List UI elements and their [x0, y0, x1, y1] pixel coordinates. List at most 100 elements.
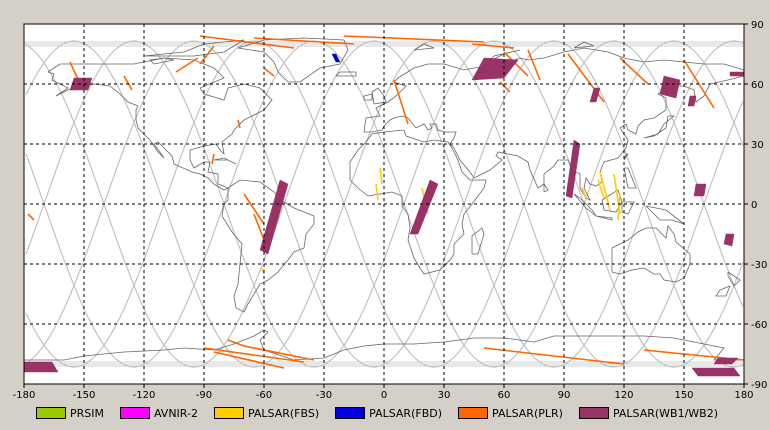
plr-footprint — [211, 153, 215, 165]
coastline — [623, 167, 637, 189]
plr-footprint — [527, 49, 541, 81]
coastline — [149, 57, 175, 65]
plr-footprint — [471, 43, 515, 49]
x-tick-label: 180 — [734, 390, 753, 400]
legend-swatch — [213, 407, 244, 419]
coastline — [237, 37, 349, 83]
legend-item: PALSAR(PLR) — [458, 407, 563, 420]
orbit-tracks — [24, 40, 744, 368]
coastline — [413, 43, 435, 51]
plr-footprint — [199, 45, 215, 65]
legend-item: PRSIM — [35, 406, 104, 420]
coastline — [573, 193, 597, 217]
x-tick-label: -60 — [256, 390, 272, 400]
x-tick-label: -150 — [73, 390, 96, 400]
y-tick-label: 90 — [751, 20, 764, 31]
coastline — [24, 329, 744, 361]
plr-footprint — [503, 51, 529, 77]
plr-footprint — [253, 213, 265, 241]
fbs-footprint — [375, 183, 379, 201]
legend: PRSIM AVNIR-2 PALSAR(FBS) PALSAR(FBD) PALSAR… — [0, 402, 770, 424]
plr-footprint — [199, 35, 295, 49]
fbd-footprint — [331, 53, 341, 63]
y-tick-label: -30 — [751, 260, 767, 271]
y-tick-label: 0 — [751, 200, 757, 211]
coastline — [573, 41, 595, 49]
fbs-footprint — [617, 193, 621, 221]
plr-footprint — [227, 339, 245, 347]
coastline — [213, 157, 237, 165]
wb-footprint — [259, 179, 289, 255]
x-tick-label: 0 — [381, 390, 387, 400]
coastline — [715, 285, 731, 297]
x-tick-label: -90 — [196, 390, 212, 400]
wb-footprint — [691, 367, 741, 377]
coastline — [47, 57, 273, 191]
plr-footprint — [243, 193, 265, 225]
x-tick-label: 120 — [614, 390, 633, 400]
x-tick-label: -120 — [133, 390, 156, 400]
coastline — [363, 93, 373, 101]
coastline — [621, 201, 635, 215]
coastline — [471, 227, 485, 255]
coastline — [143, 39, 245, 57]
coastline — [335, 71, 357, 77]
wb-footprint — [729, 71, 745, 77]
x-tick-label: -30 — [316, 390, 332, 400]
plr-footprint — [499, 81, 511, 93]
wb-footprint — [693, 183, 707, 197]
x-tick-label: 30 — [438, 390, 451, 400]
legend-item: PALSAR(WB1/WB2) — [578, 407, 718, 420]
orbit-track — [25, 40, 744, 368]
y-tick-label: 60 — [751, 80, 764, 91]
plr-footprint — [263, 67, 275, 77]
plr-footprint — [203, 347, 305, 363]
x-tick-label: -180 — [13, 390, 36, 400]
wb-footprint — [713, 357, 739, 365]
latitude-tick-labels: 90 60 30 0 -30 -60 -90 — [744, 20, 767, 391]
y-tick-label: -60 — [751, 320, 767, 331]
fbs-footprint — [581, 187, 587, 199]
x-tick-label: 60 — [498, 390, 511, 400]
coastline — [543, 182, 549, 193]
map-grid — [23, 23, 745, 385]
legend-label: PALSAR(PLR) — [492, 406, 563, 420]
plr-footprint — [123, 75, 133, 91]
plr-footprint — [27, 213, 35, 221]
observation-footprints — [23, 35, 745, 377]
plr-footprint — [175, 57, 199, 73]
legend-label: PALSAR(FBS) — [247, 406, 320, 420]
plr-footprint — [393, 79, 409, 125]
plr-footprint — [243, 345, 315, 361]
legend-swatch — [119, 407, 150, 419]
coastline — [645, 205, 685, 225]
coastline — [595, 215, 613, 221]
plr-footprint — [343, 35, 485, 43]
plr-footprint — [213, 351, 285, 369]
wb-footprint — [659, 75, 681, 99]
legend-item: PALSAR(FBS) — [213, 406, 320, 420]
x-tick-label: 90 — [558, 390, 571, 400]
wb-footprint — [23, 361, 59, 373]
coverage-map: -180 -150 -120 -90 -60 -30 0 30 60 90 120 150 180 90… — [13, 20, 768, 401]
legend-label: AVNIR-2 — [153, 406, 198, 420]
plr-footprint — [619, 57, 649, 85]
y-tick-label: -90 — [751, 380, 767, 391]
wb-footprint — [589, 87, 601, 103]
coastline — [349, 129, 487, 275]
coastline — [487, 49, 521, 63]
x-tick-label: 150 — [674, 390, 693, 400]
legend-item: AVNIR-2 — [119, 406, 198, 420]
legend-swatch — [335, 407, 366, 419]
wb-footprint — [409, 179, 439, 235]
legend-label: PRSIM — [69, 406, 104, 420]
plr-footprint — [253, 37, 355, 45]
legend-swatch — [35, 407, 66, 419]
coastline — [623, 153, 629, 161]
legend-item: PALSAR(FBD) — [335, 407, 442, 420]
legend-label: PALSAR(FBD) — [369, 406, 443, 420]
plr-footprint — [483, 347, 625, 365]
fbs-footprint — [597, 179, 605, 199]
y-tick-label: 30 — [751, 140, 764, 151]
